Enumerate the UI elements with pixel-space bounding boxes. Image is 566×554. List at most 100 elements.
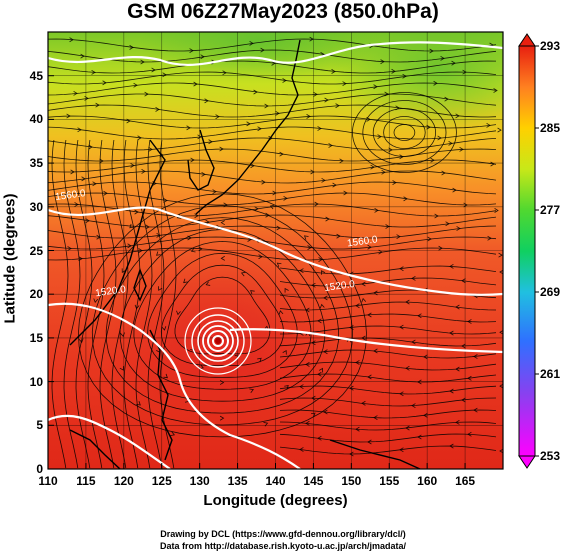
- streamline-arrow: [426, 124, 431, 130]
- streamline-arrow: [189, 48, 194, 54]
- streamline-arrow: [317, 126, 322, 131]
- streamline: [279, 409, 497, 419]
- streamline-arrow: [66, 113, 71, 119]
- streamline-arrow: [367, 439, 372, 445]
- axis-ticks: [47, 75, 466, 470]
- streamline: [48, 225, 497, 239]
- streamline-arrow: [95, 102, 100, 108]
- colorbar-label: 253: [540, 449, 561, 463]
- streamline-arrow: [204, 98, 209, 104]
- streamline-arrow: [156, 251, 161, 256]
- colorbar-label: 269: [540, 285, 561, 299]
- streamline-arrow: [155, 107, 160, 112]
- streamline-arrow: [399, 266, 404, 272]
- streamline-arrow: [81, 176, 86, 182]
- streamline: [48, 93, 497, 107]
- contour-1520: [48, 302, 301, 469]
- streamline-arrow: [361, 335, 366, 341]
- streamline-arrow: [187, 235, 192, 241]
- streamline-arrow: [399, 324, 404, 330]
- streamline-arrow: [321, 177, 326, 183]
- streamline-arrow: [145, 224, 150, 230]
- streamline-arrow: [380, 59, 385, 65]
- streamline-arrow: [451, 60, 456, 66]
- streamline-arrow: [331, 69, 336, 74]
- streamline-arrow: [367, 244, 372, 250]
- streamline: [279, 373, 497, 383]
- streamline-arrow: [85, 218, 90, 224]
- streamline-arrow: [467, 375, 472, 381]
- streamline-arrow: [498, 252, 503, 258]
- streamline-arrow: [250, 163, 255, 169]
- streamline-arrow: [499, 330, 503, 335]
- streamline-arrow: [349, 385, 354, 391]
- credit-line-2: Data from http://database.rish.kyoto-u.a…: [159, 541, 407, 551]
- streamline-arrow: [305, 307, 310, 313]
- streamline-arrow: [102, 80, 107, 86]
- streamline-arrow: [67, 246, 72, 251]
- streamline: [91, 205, 354, 426]
- streamline-arrow: [264, 103, 269, 109]
- streamline-arrow: [170, 431, 176, 437]
- y-tick-label: 45: [29, 68, 43, 83]
- streamline: [279, 421, 497, 431]
- streamline: [279, 397, 497, 407]
- chart-title: GSM 06Z27May2023 (850.0hPa): [127, 0, 439, 23]
- streamline-arrow: [429, 48, 434, 54]
- streamline: [133, 240, 312, 390]
- streamline: [279, 361, 497, 371]
- streamline-arrow: [73, 91, 78, 96]
- streamline-arrow: [99, 158, 104, 164]
- streamline: [48, 104, 497, 118]
- streamline-arrow: [220, 255, 225, 261]
- streamline-arrow: [396, 234, 401, 240]
- contour-1560-north: [48, 41, 503, 67]
- streamline-arrow: [467, 431, 472, 437]
- streamline-arrow: [176, 310, 181, 316]
- streamline-arrow: [339, 158, 344, 164]
- streamline-arrow: [310, 169, 315, 175]
- streamline-arrow: [391, 68, 396, 74]
- streamline-arrow: [313, 91, 318, 97]
- streamline-arrow: [212, 189, 217, 195]
- streamline: [48, 71, 497, 85]
- streamline-arrow: [258, 254, 263, 260]
- streamline-arrow: [275, 110, 280, 116]
- streamline: [48, 159, 497, 173]
- streamline-arrow: [161, 326, 167, 331]
- streamline-arrow: [324, 97, 329, 103]
- streamline-arrow: [355, 303, 360, 309]
- streamline: [279, 349, 497, 359]
- streamline-arrow: [367, 374, 372, 380]
- streamline-arrow: [249, 40, 254, 46]
- streamline-arrow: [378, 249, 383, 255]
- coastlines: [69, 39, 421, 469]
- y-tick-label: 0: [36, 462, 43, 476]
- streamline-arrow: [448, 140, 453, 146]
- streamline-arrow: [279, 151, 284, 157]
- streamline-arrow: [494, 208, 499, 213]
- korea-coast: [187, 129, 215, 191]
- streamline-arrow: [319, 303, 325, 309]
- streamline: [279, 325, 497, 335]
- streamline-arrow: [463, 202, 468, 208]
- x-tick-label: 125: [151, 474, 172, 488]
- y-tick-label: 20: [29, 287, 43, 302]
- y-tick-label: 40: [29, 112, 43, 127]
- streamline-arrow: [303, 235, 309, 240]
- x-tick-label: 155: [379, 474, 400, 488]
- streamline-arrow: [399, 391, 404, 397]
- streamline-arrow: [190, 247, 196, 253]
- streamline-arrow: [449, 443, 454, 449]
- streamline-arrow: [317, 318, 322, 324]
- streamline-arrow: [222, 70, 227, 76]
- colorbar-label: 285: [540, 121, 561, 135]
- streamline: [279, 385, 497, 395]
- streamline-arrow: [219, 146, 224, 152]
- streamline-arrow: [78, 338, 84, 343]
- streamline-arrow: [186, 125, 191, 131]
- streamline-arrow: [473, 407, 478, 413]
- streamline-arrow: [318, 367, 324, 373]
- streamline: [48, 148, 497, 162]
- streamline-arrow: [282, 349, 287, 355]
